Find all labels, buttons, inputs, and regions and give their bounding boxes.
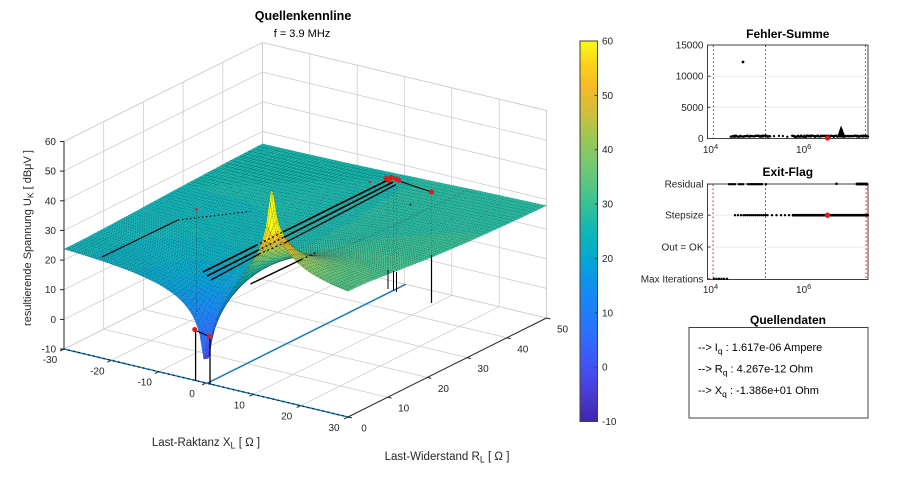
svg-text:0: 0: [602, 363, 608, 374]
svg-text:0: 0: [50, 315, 56, 326]
svg-text:30: 30: [602, 200, 614, 211]
svg-text:20: 20: [281, 412, 293, 423]
svg-text:Last-Widerstand RL [ Ω ]: Last-Widerstand RL [ Ω ]: [385, 451, 510, 465]
svg-text:40: 40: [517, 344, 529, 355]
svg-text:--> Xq : -1.386e+01 Ohm: --> Xq : -1.386e+01 Ohm: [698, 385, 819, 399]
svg-text:20: 20: [438, 384, 450, 395]
svg-text:0: 0: [361, 424, 367, 435]
svg-text:Max Iterations: Max Iterations: [641, 274, 704, 285]
svg-text:15000: 15000: [676, 41, 704, 52]
svg-text:Stepsize: Stepsize: [665, 211, 704, 222]
svg-text:-10: -10: [42, 345, 57, 356]
svg-text:resultierende Spannung UK [ dB: resultierende Spannung UK [ dBμV ]: [22, 150, 36, 326]
svg-text:0: 0: [189, 389, 195, 400]
svg-text:50: 50: [557, 325, 569, 336]
svg-text:-10: -10: [602, 417, 617, 428]
svg-text:50: 50: [602, 91, 614, 102]
svg-text:Last-Raktanz XL [ Ω ]: Last-Raktanz XL [ Ω ]: [152, 437, 260, 451]
svg-text:60: 60: [45, 137, 57, 148]
svg-text:10: 10: [45, 285, 57, 296]
svg-text:Residual: Residual: [665, 180, 704, 191]
svg-text:10000: 10000: [676, 72, 704, 83]
svg-text:--> Iq : 1.617e-06 Ampere: --> Iq : 1.617e-06 Ampere: [698, 342, 822, 356]
svg-text:30: 30: [328, 423, 340, 434]
svg-text:f = 3.9 MHz: f = 3.9 MHz: [274, 28, 331, 40]
svg-text:0: 0: [698, 134, 704, 145]
svg-text:30: 30: [45, 226, 57, 237]
svg-text:5000: 5000: [681, 103, 704, 114]
svg-text:40: 40: [602, 145, 614, 156]
svg-text:--> Rq : 4.267e-12 Ohm: --> Rq : 4.267e-12 Ohm: [698, 364, 813, 378]
svg-text:20: 20: [602, 254, 614, 265]
svg-text:Fehler-Summe: Fehler-Summe: [746, 27, 830, 41]
svg-text:50: 50: [45, 167, 57, 178]
svg-text:-20: -20: [90, 366, 105, 377]
svg-text:40: 40: [45, 196, 57, 207]
svg-text:60: 60: [602, 37, 614, 48]
svg-text:Exit-Flag: Exit-Flag: [762, 165, 813, 179]
svg-text:10: 10: [398, 404, 410, 415]
svg-text:-10: -10: [137, 378, 152, 389]
svg-text:-30: -30: [43, 355, 58, 366]
svg-text:20: 20: [45, 256, 57, 267]
svg-text:10: 10: [602, 308, 614, 319]
svg-text:Quellenkennline: Quellenkennline: [255, 9, 352, 23]
svg-text:10: 10: [234, 400, 246, 411]
svg-text:Quellendaten: Quellendaten: [750, 313, 826, 327]
svg-text:30: 30: [478, 364, 490, 375]
svg-text:Out = OK: Out = OK: [662, 243, 704, 254]
